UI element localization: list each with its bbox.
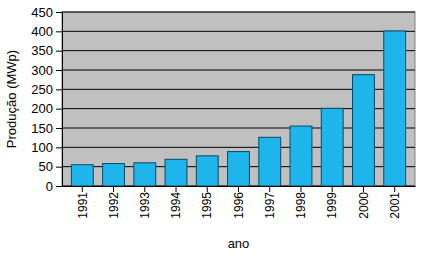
y-tick-mark <box>56 186 62 187</box>
grid-line <box>62 50 415 51</box>
y-tick-label: 400 <box>31 24 53 39</box>
grid-line <box>62 12 415 13</box>
bar <box>259 137 281 186</box>
x-tick-label: 1999 <box>325 192 339 219</box>
x-tick-label: 1996 <box>232 192 246 219</box>
y-tick-label: 350 <box>31 43 53 58</box>
bar <box>353 75 375 186</box>
y-axis-line <box>62 13 63 187</box>
x-tick-mark <box>82 186 83 192</box>
y-tick-label: 450 <box>31 5 53 20</box>
x-tick: 1999 <box>325 186 339 219</box>
x-tick: 1995 <box>200 186 214 219</box>
y-tick: 300 <box>31 63 62 78</box>
y-tick: 350 <box>31 43 62 58</box>
bars <box>71 31 405 186</box>
x-tick-mark <box>144 186 145 192</box>
y-tick: 100 <box>31 140 62 155</box>
y-tick: 50 <box>39 159 62 174</box>
x-tick: 1992 <box>107 186 121 219</box>
y-tick-label: 200 <box>31 101 53 116</box>
y-tick-mark <box>56 167 62 168</box>
y-tick: 150 <box>31 121 62 136</box>
x-tick: 1998 <box>294 186 308 219</box>
grid <box>62 12 415 186</box>
y-tick-mark <box>56 89 62 90</box>
y-tick-mark <box>56 51 62 52</box>
x-axis: 1991 1992 1993 1994 1995 1996 1997 1998 1999 2000… <box>63 186 416 219</box>
x-tick-mark <box>300 186 301 192</box>
y-axis-title: Produção (MWp) <box>4 50 19 148</box>
x-tick-mark <box>207 186 208 192</box>
bar <box>321 108 343 186</box>
bar <box>290 126 312 186</box>
chart: 0501001502002503003504004501991199219931… <box>0 0 423 254</box>
bar <box>134 163 156 186</box>
x-tick-mark <box>238 186 239 192</box>
bar <box>196 156 218 186</box>
y-tick: 450 <box>31 5 62 20</box>
x-tick-label: 2001 <box>388 192 402 219</box>
bar <box>228 152 250 186</box>
y-tick: 400 <box>31 24 62 39</box>
plot: 0501001502002503003504004501991199219931… <box>31 5 415 219</box>
x-tick-label: 1991 <box>76 192 90 219</box>
x-tick-mark <box>332 186 333 192</box>
x-tick: 2001 <box>388 186 402 219</box>
x-tick: 1997 <box>263 186 277 219</box>
x-tick-mark <box>113 186 114 192</box>
y-tick-label: 250 <box>31 82 53 97</box>
grid-line <box>62 31 415 32</box>
grid-line <box>62 70 415 71</box>
y-tick-label: 50 <box>39 159 53 174</box>
plot-background <box>62 12 415 186</box>
x-tick-mark <box>363 186 364 192</box>
x-tick-label: 2000 <box>357 192 371 219</box>
x-tick-label: 1995 <box>200 192 214 219</box>
y-tick-mark <box>56 31 62 32</box>
bar <box>384 31 406 186</box>
bar <box>71 165 93 186</box>
y-tick-mark <box>56 70 62 71</box>
x-axis-title: ano <box>228 236 250 251</box>
x-tick-mark <box>176 186 177 192</box>
x-tick-label: 1997 <box>263 192 277 219</box>
x-tick: 2000 <box>357 186 371 219</box>
x-tick-mark <box>269 186 270 192</box>
y-tick-mark <box>56 12 62 13</box>
bar <box>103 164 125 186</box>
y-tick-label: 300 <box>31 63 53 78</box>
x-tick-mark <box>394 186 395 192</box>
x-tick: 1991 <box>76 186 90 219</box>
y-tick: 200 <box>31 101 62 116</box>
x-tick-label: 1993 <box>138 192 152 219</box>
x-tick-label: 1994 <box>169 192 183 219</box>
y-tick-label: 100 <box>31 140 53 155</box>
bar <box>165 159 187 186</box>
x-tick: 1996 <box>232 186 246 219</box>
y-tick-mark <box>56 109 62 110</box>
y-tick: 250 <box>31 82 62 97</box>
y-tick-mark <box>56 147 62 148</box>
x-tick: 1994 <box>169 186 183 219</box>
x-tick-label: 1998 <box>294 192 308 219</box>
x-tick-label: 1992 <box>107 192 121 219</box>
y-tick-mark <box>56 128 62 129</box>
x-tick: 1993 <box>138 186 152 219</box>
y-tick-label: 0 <box>46 179 53 194</box>
y-axis: 0 50 100 150 200 250 300 350 400 450 <box>31 5 62 194</box>
y-tick: 0 <box>46 179 62 194</box>
y-tick-label: 150 <box>31 121 53 136</box>
